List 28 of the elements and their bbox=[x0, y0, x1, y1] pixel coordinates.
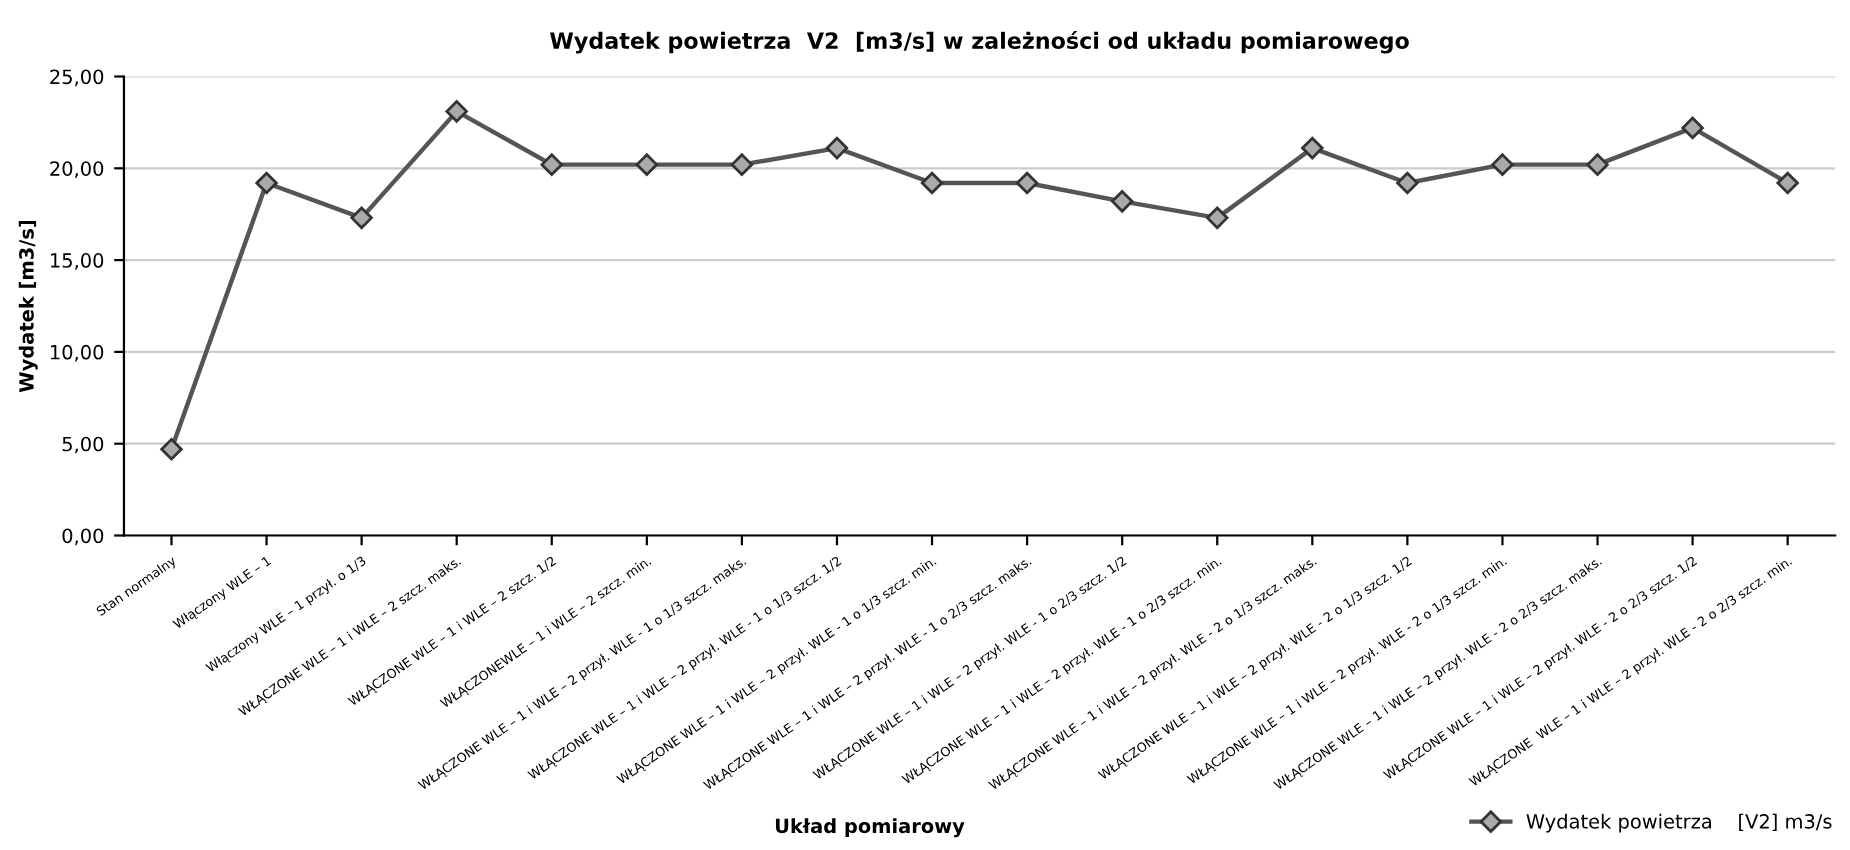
point bbox=[350, 206, 373, 230]
y-axis-title: Wydatek [m3/s] bbox=[18, 220, 38, 393]
point bbox=[445, 100, 468, 123]
point bbox=[1206, 206, 1229, 230]
point bbox=[1396, 171, 1419, 195]
point bbox=[1301, 136, 1324, 160]
legend-label: Wydatek powietrza [V2] m3/s bbox=[1526, 813, 1832, 833]
point bbox=[825, 136, 849, 160]
point bbox=[635, 153, 659, 176]
chart-title: Wydatek powietrza V2 [m3/s] w zależności od układu pomiarowego bbox=[550, 30, 1409, 54]
point bbox=[730, 153, 754, 176]
point bbox=[540, 153, 563, 176]
point bbox=[1586, 153, 1609, 176]
point bbox=[1015, 171, 1039, 195]
y-tick-label: 0,00 bbox=[62, 528, 104, 546]
point bbox=[920, 171, 944, 195]
point bbox=[255, 171, 278, 195]
point bbox=[1776, 171, 1799, 195]
y-tick-label: 5,00 bbox=[62, 436, 104, 454]
y-tick-label: 20,00 bbox=[50, 161, 104, 178]
point bbox=[1681, 116, 1704, 140]
point bbox=[1110, 190, 1134, 213]
point bbox=[1491, 153, 1514, 176]
point bbox=[160, 438, 183, 461]
y-tick-label: 25,00 bbox=[50, 69, 104, 87]
y-tick-label: 15,00 bbox=[50, 253, 104, 270]
x-axis-title: Układ pomiarowy bbox=[775, 818, 965, 838]
y-tick-label: 10,00 bbox=[50, 344, 104, 362]
